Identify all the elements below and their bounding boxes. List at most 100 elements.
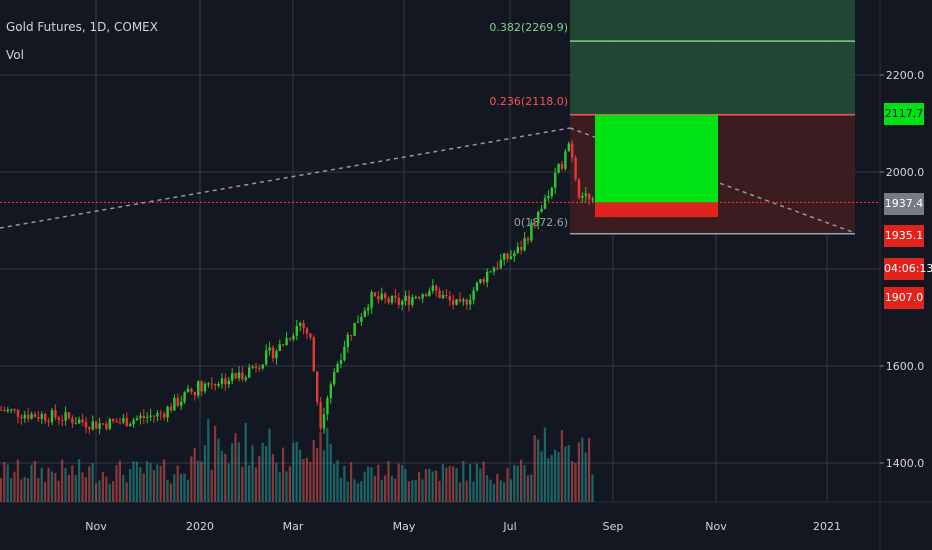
volume-bar [571, 461, 574, 502]
volume-bar [84, 477, 87, 502]
x-tick-label: Nov [705, 520, 727, 533]
candle-body [404, 295, 407, 302]
volume-bar [190, 456, 193, 502]
y-tick-label: 1600.0 [886, 360, 925, 373]
candle-body [30, 413, 33, 419]
volume-bar [486, 475, 489, 502]
volume-bar [207, 419, 210, 502]
candle-body [462, 299, 465, 302]
volume-bar [27, 478, 30, 502]
volume-bar [465, 480, 468, 502]
candle-body [149, 415, 152, 417]
volume-bar [523, 465, 526, 502]
candle-body [163, 413, 166, 418]
volume-bar [44, 481, 47, 502]
candle-body [203, 383, 207, 392]
volume-bar [591, 474, 594, 502]
candle-body [98, 423, 101, 429]
x-tick-label: Mar [283, 520, 304, 533]
volume-bar [509, 479, 512, 502]
candle-body [288, 338, 292, 340]
volume-label: Vol [6, 48, 24, 62]
candle-body [499, 259, 502, 268]
candle-body [316, 371, 319, 403]
volume-bar [414, 479, 417, 502]
candle-body [533, 222, 536, 224]
candle-body [302, 323, 305, 329]
candle-body [312, 337, 315, 372]
candle-body [95, 421, 98, 429]
volume-bar [302, 458, 305, 502]
volume-bar [530, 474, 533, 502]
volume-bar [421, 479, 424, 502]
candle-body [241, 372, 244, 380]
volume-bar [61, 459, 64, 502]
volume-bar [20, 479, 23, 502]
volume-bar [163, 459, 166, 502]
candle-body [486, 271, 489, 283]
candle-body [322, 414, 326, 429]
volume-bar [574, 462, 577, 502]
candle-body [139, 415, 142, 419]
volume-bar [360, 481, 363, 502]
volume-bar [224, 453, 227, 502]
candle-body [523, 238, 526, 251]
volume-bar [265, 446, 268, 502]
volume-bar [547, 458, 550, 502]
volume-bar [183, 473, 186, 502]
volume-bar [50, 471, 53, 502]
candle-body [350, 335, 353, 337]
candle-body [567, 143, 570, 152]
volume-bar [0, 477, 3, 502]
volume-bar [47, 467, 50, 502]
volume-bar [540, 451, 543, 502]
candle-body [397, 297, 400, 305]
price-tag-stop: 1907.0 [884, 287, 924, 309]
volume-bar [295, 441, 298, 502]
candle-body [285, 338, 288, 346]
volume-bar [10, 478, 13, 502]
candle-body [407, 295, 411, 305]
candle-body [380, 293, 383, 300]
volume-bar [370, 467, 373, 502]
candle-body [193, 391, 196, 396]
candle-body [50, 410, 54, 423]
volume-bar [231, 443, 234, 502]
volume-bar [108, 483, 111, 502]
volume-bar [506, 467, 509, 502]
volume-bar [64, 467, 67, 502]
candle-body [224, 378, 227, 385]
candle-body [115, 420, 118, 423]
volume-bar [557, 451, 560, 502]
candle-body [268, 347, 271, 351]
candle-body [146, 416, 149, 419]
candle-body [547, 195, 550, 199]
candle-body [33, 413, 37, 417]
volume-bar [166, 479, 169, 502]
candle-body [309, 333, 312, 338]
candle-body [418, 297, 421, 299]
volume-bar [132, 461, 135, 502]
candle-body [261, 364, 264, 369]
volume-bar [445, 467, 448, 502]
volume-bar [30, 464, 33, 502]
volume-bar [149, 463, 152, 502]
fib-label-0382: 0.382(2269.9) [489, 21, 568, 34]
candle-body [428, 291, 431, 297]
candle-body [118, 422, 122, 424]
candle-body [424, 294, 428, 297]
volume-bar [3, 462, 6, 502]
volume-bar [129, 468, 132, 502]
candle-body [394, 295, 397, 298]
volume-bar [479, 468, 482, 502]
volume-bar [282, 447, 285, 502]
candle-body [61, 420, 64, 422]
candle-body [489, 271, 492, 273]
candle-body [217, 383, 220, 386]
candle-body [390, 295, 394, 303]
volume-bar [101, 471, 104, 502]
volume-bar [98, 480, 101, 502]
candle-body [84, 422, 88, 428]
candle-body [475, 282, 479, 291]
